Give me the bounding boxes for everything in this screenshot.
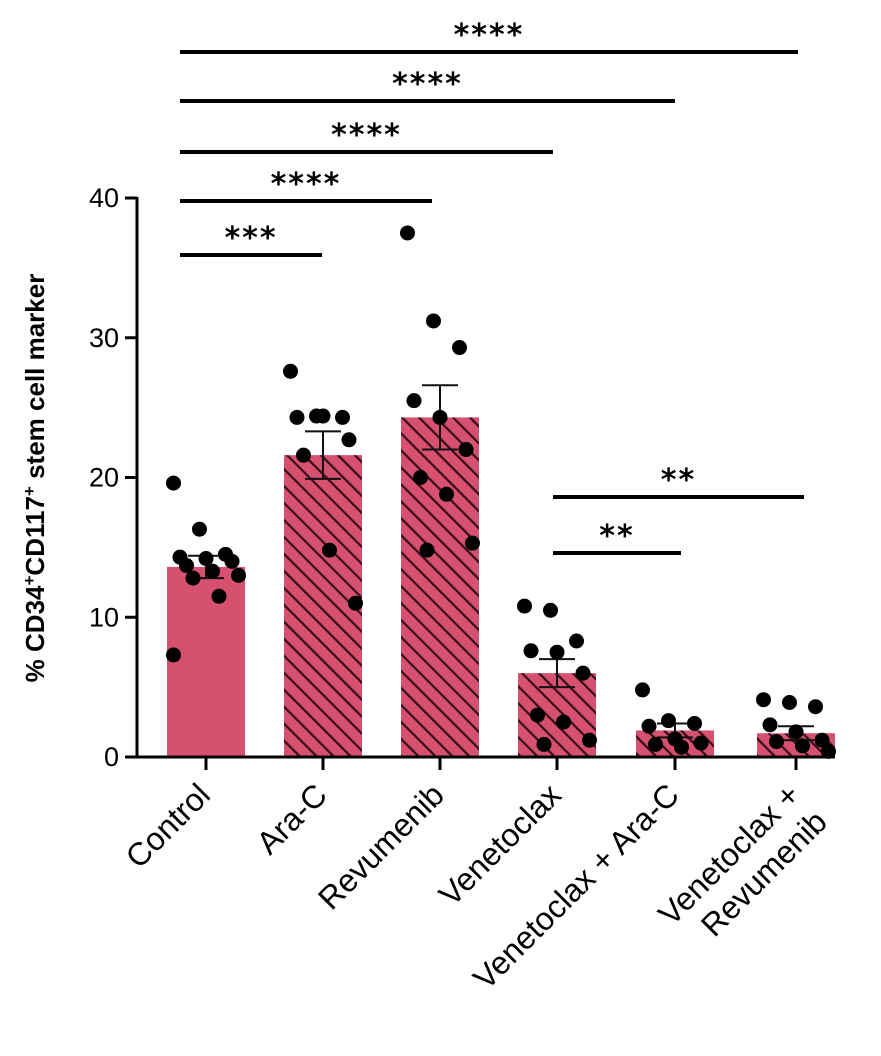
data-point-6-6 [814,732,830,748]
data-point-3-2 [426,313,441,329]
data-point-1-11 [211,588,227,604]
y-axis-label-post: stem cell marker [20,274,50,486]
data-point-2-8 [322,542,337,558]
bar-3 [401,417,479,757]
category-label-2: Ara-C [249,776,334,861]
data-point-6-9 [821,743,836,759]
category-label-1: Control [119,776,217,874]
significance-label-7: ** [599,519,634,554]
data-point-4-6 [575,665,591,681]
y-axis-label-sup1: + [20,576,39,586]
category-label-line: Ara-C [249,776,334,861]
data-point-2-3 [335,409,350,425]
y-tick-label-30: 30 [89,323,119,353]
data-point-5-1 [635,682,650,698]
data-point-1-8 [205,563,220,579]
data-point-4-8 [556,714,571,730]
category-label-3: Revumenib [311,776,451,916]
y-tick-label-20: 20 [89,463,119,493]
data-point-2-7 [296,447,311,463]
data-point-2-9 [348,595,363,611]
data-point-3-1 [400,225,415,241]
data-point-4-5 [549,644,565,660]
y-axis-label-pre: % CD34 [20,585,50,682]
data-point-6-1 [756,692,771,708]
significance-label-6: ** [661,463,696,498]
y-axis-label: % CD34+CD117+ stem cell marker [20,274,51,683]
data-point-5-7 [648,736,663,752]
data-point-5-2 [661,713,676,729]
category-labels: Control Ara-CRevumenibVenetoclaxVenetocla… [119,776,834,996]
data-point-1-2 [192,521,207,537]
data-point-1-12 [166,647,181,663]
data-point-4-4 [523,643,539,659]
data-point-1-6 [224,553,240,569]
data-point-3-10 [419,542,435,558]
significance-brackets: *********************** [180,18,804,555]
data-point-3-9 [465,535,480,551]
data-point-1-9 [231,567,246,583]
error-bars [188,384,814,742]
y-tick-label-0: 0 [104,742,119,772]
data-point-4-1 [517,598,532,614]
category-label-5: Venetoclax + Ara-C [466,776,686,996]
data-point-4-9 [582,732,597,748]
data-point-1-5 [198,551,214,567]
bar-1 [167,566,245,757]
data-point-4-2 [543,602,558,618]
data-point-4-10 [536,736,552,752]
data-point-1-10 [185,570,201,586]
significance-label-1: **** [454,18,525,53]
data-point-3-8 [439,486,454,502]
data-point-5-4 [641,718,657,734]
category-label-line: Venetoclax + Ara-C [466,776,686,996]
axes: 0 10 20 30 40 [89,183,835,772]
data-point-1-1 [166,475,181,491]
significance-label-2: **** [392,67,463,102]
data-point-2-1 [283,363,298,379]
data-point-4-3 [569,633,584,649]
data-point-4-7 [530,707,545,723]
data-point-2-4 [289,409,305,425]
data-point-3-3 [452,340,467,356]
data-point-6-7 [769,734,784,750]
data-point-2-6 [341,432,357,448]
data-point-6-4 [762,717,778,733]
y-axis-label-sup2: + [20,486,39,496]
category-label-line: Revumenib [311,776,451,916]
data-point-6-8 [795,738,810,754]
y-tick-label-40: 40 [89,183,119,213]
data-point-3-5 [432,409,448,425]
y-tick-label-10: 10 [89,602,119,632]
data-point-5-8 [674,739,689,755]
data-point-3-7 [413,470,428,485]
data-point-5-3 [687,715,702,731]
data-point-3-6 [458,442,474,458]
data-point-3-4 [406,393,422,409]
bars [167,417,835,757]
significance-label-5: *** [224,221,277,256]
significance-label-3: **** [331,118,402,153]
data-point-5-6 [693,735,709,751]
significance-label-4: **** [271,167,342,202]
data-point-6-5 [788,724,804,740]
y-axis-label-mid: CD117 [20,496,50,576]
data-point-6-3 [808,699,823,715]
category-label-line: Control [119,776,217,874]
data-point-2-5 [315,408,331,424]
data-point-1-7 [179,558,194,574]
data-points [166,225,836,759]
data-point-6-2 [782,694,797,710]
